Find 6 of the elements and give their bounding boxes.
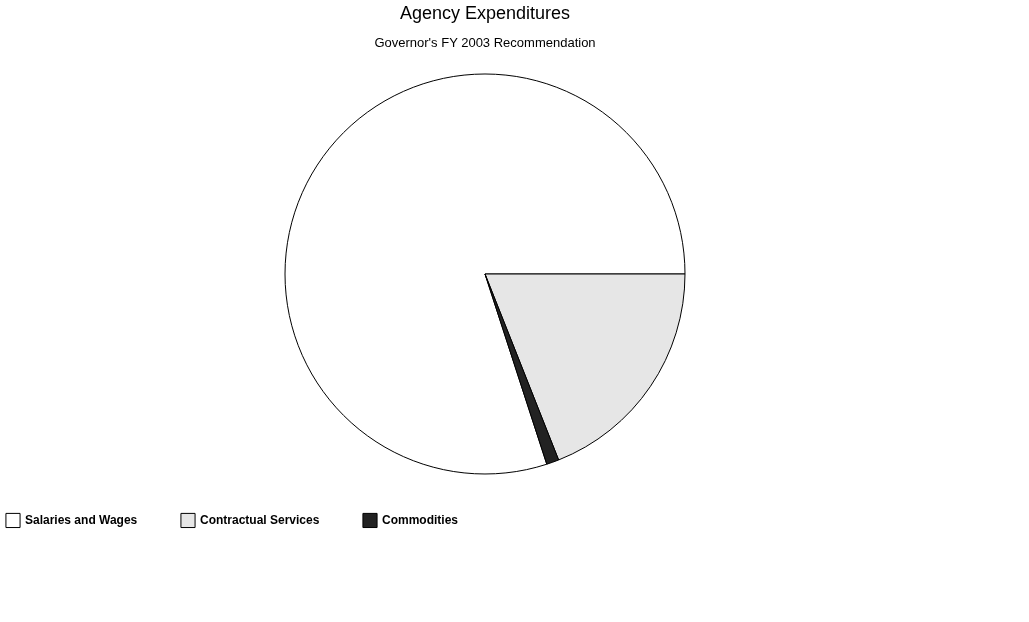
chart-title: Agency Expenditures (399, 3, 571, 23)
legend-label: Salaries and Wages (25, 513, 138, 528)
chart-subtitle: Governor's FY 2003 Recommendation (374, 35, 596, 50)
legend-label: Contractual Services (200, 513, 320, 528)
pie-slice (284, 73, 686, 475)
legend-label: Commodities (382, 513, 459, 528)
